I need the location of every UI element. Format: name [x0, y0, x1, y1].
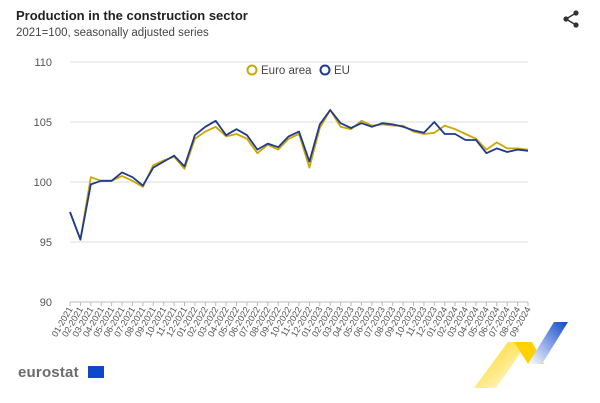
- chart-legend[interactable]: Euro area EU: [246, 64, 350, 77]
- eu-flag-icon: [88, 366, 104, 378]
- y-axis-ticks: 90 95 100 105 110: [34, 57, 52, 309]
- legend-label-euro-area[interactable]: Euro area: [261, 65, 312, 77]
- legend-marker-euro-area: [246, 64, 258, 76]
- series-line-eu: [69, 109, 529, 241]
- share-icon[interactable]: [560, 8, 582, 30]
- legend-label-eu[interactable]: EU: [334, 65, 350, 77]
- y-tick-label: 90: [40, 297, 52, 309]
- legend-marker-eu: [319, 64, 331, 76]
- grid-lines: [70, 61, 528, 303]
- eurostat-brand-stripes: [474, 322, 568, 388]
- y-tick-label: 100: [34, 177, 52, 189]
- series-line-euro-area: [69, 109, 529, 241]
- x-axis-ticks: 01-202102-202103-202104-202105-202106-20…: [50, 302, 533, 339]
- series-lines: [69, 109, 529, 241]
- y-tick-label: 95: [40, 237, 52, 249]
- chart-title: Production in the construction sector: [16, 8, 248, 23]
- y-tick-label: 110: [34, 57, 52, 69]
- chart-subtitle: 2021=100, seasonally adjusted series: [16, 27, 209, 39]
- y-tick-label: 105: [34, 117, 52, 129]
- eurostat-logo: eurostat: [18, 364, 79, 381]
